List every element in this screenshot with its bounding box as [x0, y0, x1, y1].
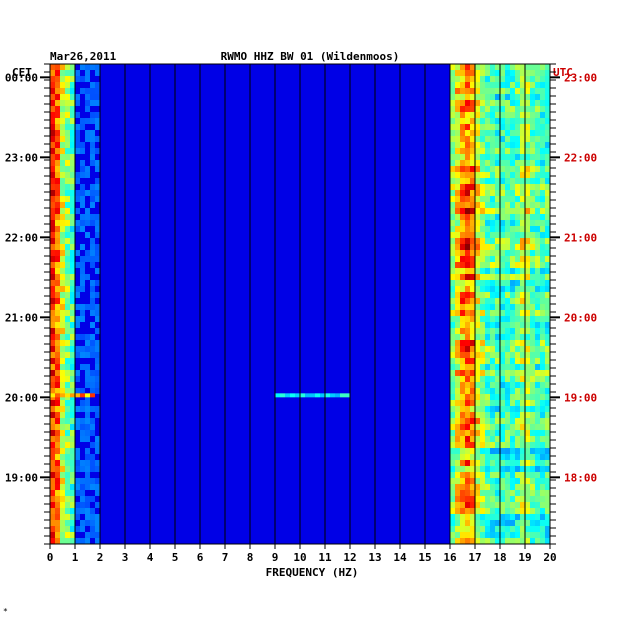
x-tick-label: 7 [222, 551, 229, 564]
chart-title: RWMO HHZ BW 01 (Wildenmoos) [221, 50, 400, 63]
x-tick-label: 19 [518, 551, 531, 564]
right-axis-label: UTC [553, 66, 573, 79]
left-tick-label: 19:00 [5, 471, 38, 484]
right-axis: 23:00 22:00 21:00 20:00 19:00 18:00 [550, 63, 597, 545]
left-tick-label: 00:00 [5, 71, 38, 84]
x-tick-label: 4 [147, 551, 154, 564]
x-tick-label: 6 [197, 551, 204, 564]
x-tick-label: 5 [172, 551, 179, 564]
x-tick-label: 0 [47, 551, 54, 564]
x-tick-label: 15 [418, 551, 431, 564]
x-tick-label: 14 [393, 551, 407, 564]
x-axis: 0 1 2 3 4 5 6 7 8 9 10 11 12 13 14 15 16 17 18 19 20 [47, 544, 557, 564]
right-tick-label: 20:00 [564, 311, 597, 324]
right-tick-label: 21:00 [564, 231, 597, 244]
x-tick-label: 8 [247, 551, 254, 564]
x-tick-label: 13 [368, 551, 381, 564]
frequency-grid [74, 64, 526, 544]
x-tick-label: 10 [293, 551, 306, 564]
x-tick-label: 12 [343, 551, 356, 564]
x-tick-label: 17 [468, 551, 481, 564]
left-tick-label: 20:00 [5, 391, 38, 404]
x-tick-label: 18 [493, 551, 506, 564]
left-tick-label: 21:00 [5, 311, 38, 324]
x-tick-label: 11 [318, 551, 332, 564]
left-axis: 00:00 23:00 22:00 21:00 20:00 19:00 [5, 63, 50, 545]
x-axis-title: FREQUENCY (HZ) [266, 566, 359, 579]
left-tick-label: 22:00 [5, 231, 38, 244]
x-tick-label: 1 [72, 551, 79, 564]
chart-date: Mar26,2011 [50, 50, 117, 63]
footer-mark: * [3, 607, 8, 616]
right-tick-label: 19:00 [564, 391, 597, 404]
right-tick-label: 18:00 [564, 471, 597, 484]
left-tick-label: 23:00 [5, 151, 38, 164]
right-tick-label: 22:00 [564, 151, 597, 164]
x-tick-label: 16 [443, 551, 457, 564]
x-tick-label: 20 [543, 551, 556, 564]
left-axis-label: CET [12, 66, 32, 79]
right-tick-label: 23:00 [564, 71, 597, 84]
x-tick-label: 3 [122, 551, 129, 564]
x-tick-label: 9 [272, 551, 279, 564]
x-tick-label: 2 [97, 551, 104, 564]
